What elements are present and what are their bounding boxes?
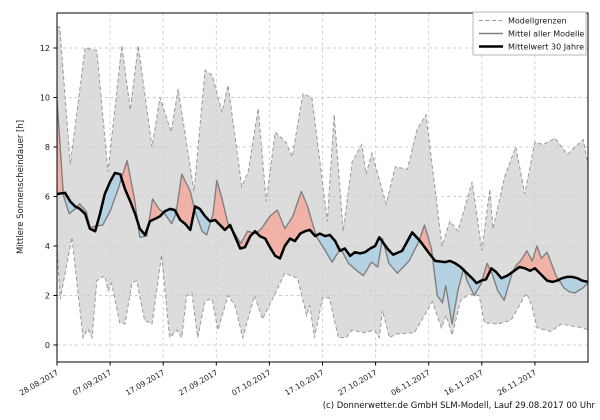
y-tick-label: 4 [45,242,50,251]
legend-label: Mittel aller Modelle [508,29,584,38]
legend-label: Mittelwert 30 Jahre [508,42,584,51]
below-normal-fill [63,192,77,214]
y-tick-label: 8 [45,143,50,152]
above-normal-fill [512,246,559,282]
y-tick-label: 2 [45,291,50,300]
y-tick-label: 0 [45,341,50,350]
above-normal-fill [256,191,316,259]
below-normal-fill [194,206,211,235]
model-mean-line [57,99,588,325]
above-normal-fill [482,263,491,281]
x-tick-label: 27.10.2017 [336,368,378,398]
lower-model-bound-line [57,237,588,340]
upper-model-bound-line [57,26,588,251]
model-range-band [57,27,588,338]
x-tick-label: 07.10.2017 [230,368,272,398]
x-tick-label: 26.11.2017 [496,368,538,398]
series-lines [57,26,588,340]
above-normal-fill [176,174,195,230]
above-normal-fill [210,180,229,230]
legend: Modellgrenzen Mittel aller Modelle Mittelw… [472,11,587,56]
x-tick-label: 16.11.2017 [443,368,485,398]
model-range-fill [57,27,588,338]
x-tick-label: 17.10.2017 [283,368,325,398]
y-tick-label: 12 [40,44,50,53]
x-tick-label: 17.09.2017 [124,368,166,398]
y-tick-label: 10 [40,93,50,102]
x-tick-label: 07.09.2017 [71,368,113,398]
legend-label: Modellgrenzen [508,16,567,25]
y-tick-label: 6 [45,192,50,201]
copyright-caption: (c) Donnerwetter.de GmbH SLM-Modell, Lau… [322,401,595,411]
x-tick-label: 27.09.2017 [177,368,219,398]
below-normal-fill [432,257,464,324]
below-normal-fill [383,232,420,274]
x-tick-label: 06.11.2017 [390,368,432,398]
y-axis-label: Mittlere Sonnenscheindauer [h] [16,120,26,254]
below-normal-fill [341,237,383,276]
x-tick-label: 28.08.2017 [18,368,60,398]
above-normal-fill [419,225,433,258]
climate-mean-line [57,171,588,285]
below-normal-fill [96,173,122,226]
